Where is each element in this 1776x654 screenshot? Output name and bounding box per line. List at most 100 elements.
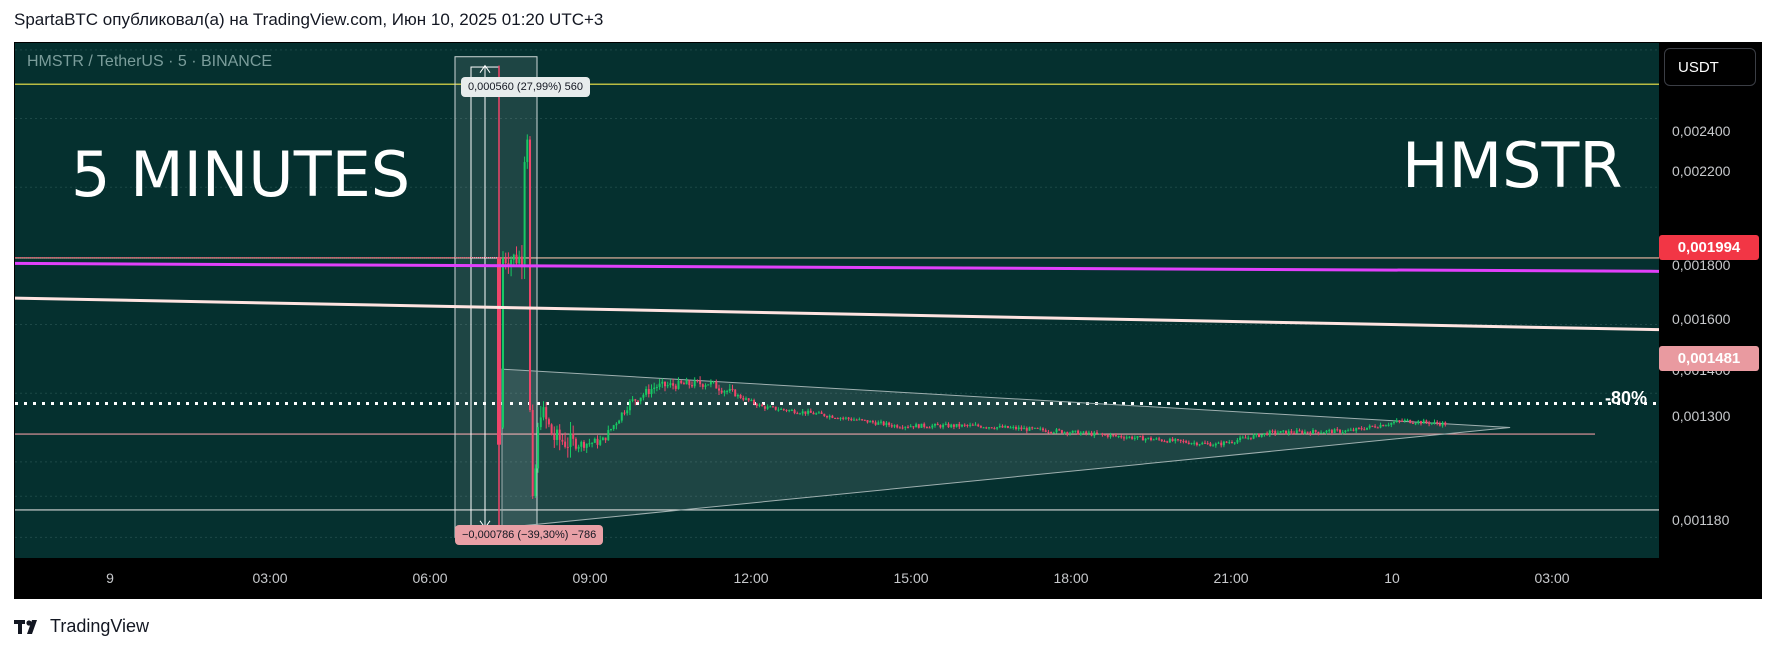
symbol-title[interactable]: HMSTR / TetherUS · 5 · BINANCE (27, 53, 273, 70)
x-tick-label: 09:00 (572, 570, 608, 586)
candle-body (593, 438, 596, 443)
candle-body (696, 380, 699, 382)
candle-body (982, 427, 985, 429)
drop-percent-label: -80% (1605, 388, 1648, 408)
candle-body (761, 404, 764, 407)
candle-body (1417, 421, 1420, 424)
y-tick-label: 0,001300 (1672, 408, 1731, 424)
candle-body (709, 381, 712, 385)
candle-body (1436, 421, 1439, 424)
candle-body (1320, 432, 1323, 434)
candle-body (1255, 433, 1258, 436)
measure-down-label: −0,000786 (−39,30%) −786 (455, 525, 604, 545)
candle-body (866, 420, 869, 423)
candle-body (736, 394, 739, 397)
x-tick-label: 03:00 (1534, 570, 1570, 586)
candle-body (1141, 436, 1144, 441)
candle-body (672, 383, 675, 386)
candle-body (1347, 430, 1350, 432)
candle-body (907, 426, 909, 428)
trendline (15, 296, 1659, 332)
candle-body (1387, 424, 1390, 426)
candle-body (1395, 420, 1398, 423)
candle-body (925, 426, 928, 428)
candle-body (1185, 441, 1188, 443)
candle-body (882, 421, 885, 426)
candle-body (512, 254, 515, 260)
candle-body (1101, 433, 1104, 435)
candle-body (877, 422, 880, 425)
candle-body (1201, 442, 1204, 445)
candle-body (1058, 429, 1061, 431)
y-tick-label: 0,001180 (1672, 512, 1730, 528)
candle-body (623, 412, 626, 414)
candle-body (682, 383, 685, 385)
candle-body (739, 394, 742, 398)
candle-body (1082, 431, 1085, 433)
candle-body (561, 439, 564, 442)
x-tick-label: 06:00 (412, 570, 448, 586)
chart-plot-area[interactable]: HMSTR / TetherUS · 5 · BINANCE 5 MINUTES… (15, 43, 1659, 558)
candle-body (793, 410, 796, 414)
candle-body (610, 429, 612, 431)
candle-body (1144, 438, 1147, 441)
candle-body (909, 426, 912, 428)
candle-body (1393, 422, 1395, 424)
horizontal-levels (15, 83, 1659, 511)
time-axis[interactable]: 9 03:00 06:00 09:00 12:00 15:00 18:00 21… (15, 558, 1659, 598)
candle-body (1152, 439, 1155, 441)
candle-body (1012, 427, 1015, 429)
candle-body (988, 427, 990, 429)
candle-body (1171, 438, 1174, 442)
candle-body (601, 437, 604, 441)
currency-unit-button[interactable]: USDT (1664, 48, 1756, 86)
candle-body (650, 389, 653, 395)
candle-body (674, 385, 677, 389)
candle-body (1301, 431, 1304, 434)
candle-body (569, 433, 572, 448)
candle-body (1150, 437, 1152, 440)
candle-body (1074, 430, 1077, 432)
candle-body (1125, 437, 1128, 439)
x-tick-label: 10 (1384, 570, 1400, 586)
candle-body (1382, 424, 1385, 427)
candle-body (1371, 425, 1374, 427)
candle-body (604, 437, 607, 441)
candle-body (1328, 430, 1331, 432)
candle-body (620, 412, 623, 421)
candle-body (1160, 439, 1163, 442)
candle-body (1333, 429, 1336, 433)
candle-body (1187, 442, 1190, 444)
timeframe-annotation: 5 MINUTES (71, 138, 411, 211)
candle-body (1398, 420, 1401, 422)
candle-body (942, 424, 945, 428)
candle-body (1314, 430, 1317, 432)
candle-body (596, 438, 599, 445)
candle-body (1374, 426, 1377, 428)
candle-body (763, 406, 766, 409)
candle-body (1001, 425, 1004, 428)
candle-body (1020, 427, 1023, 430)
candle-body (869, 421, 872, 423)
measure-box (454, 56, 538, 538)
candle-body (1109, 434, 1112, 437)
tradingview-wordmark: TradingView (50, 616, 150, 636)
candle-body (947, 423, 950, 428)
candle-body (1228, 442, 1231, 444)
footer-brand[interactable]: TradingView (14, 616, 149, 637)
candle-body (1422, 420, 1425, 424)
candle-body (553, 434, 556, 440)
price-axis[interactable]: USDT 0,002400 0,002200 0,001800 0,001600… (1659, 43, 1761, 558)
candle-body (1047, 431, 1050, 433)
candle-body (766, 406, 769, 409)
candle-body (1403, 419, 1406, 422)
candle-body (790, 410, 793, 412)
candle-body (931, 425, 934, 428)
candle-body (979, 426, 982, 428)
candle-body (1317, 431, 1320, 434)
candle-body (1023, 428, 1026, 430)
candle-body (1050, 431, 1053, 433)
candle-body (1025, 428, 1028, 431)
candle-body (1258, 433, 1260, 437)
candle-body (1368, 425, 1371, 428)
